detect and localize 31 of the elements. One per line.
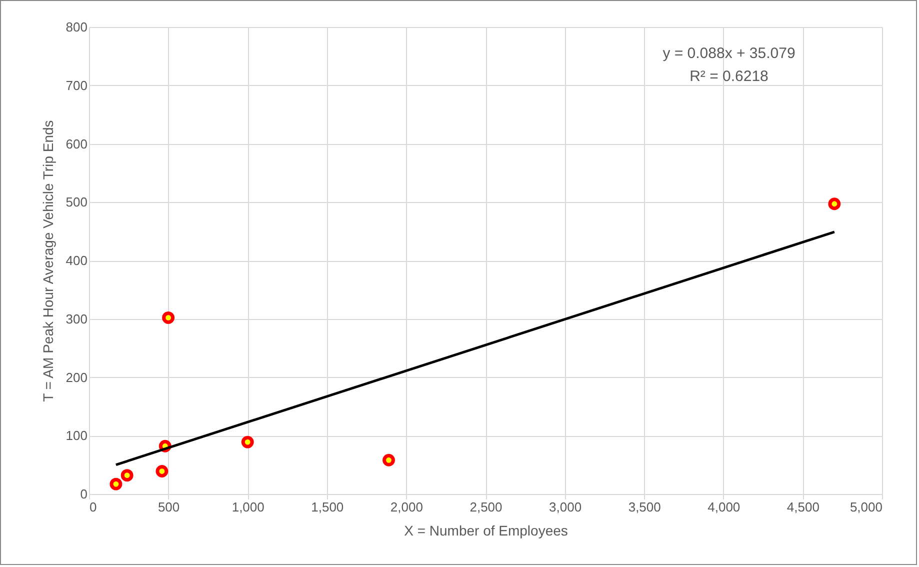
y-tick-label: 100 (66, 428, 88, 444)
point (828, 198, 841, 210)
y-tick-label: 600 (66, 136, 88, 152)
y-tick-label: 300 (66, 311, 88, 326)
point (162, 311, 175, 324)
x-tick-label: 2,500 (470, 500, 502, 514)
x-axis-title: X = Number of Employees (404, 522, 568, 538)
point (110, 478, 122, 490)
point (156, 465, 168, 478)
y-tick-label: 0 (80, 486, 88, 502)
x-tick-label: 4,000 (708, 500, 740, 514)
x-tick-label: 5,000 (850, 500, 882, 514)
point (382, 454, 395, 466)
y-tick-label: 200 (66, 370, 88, 385)
y-axis-title: T = AM Peak Hour Average Vehicle Trip Ends (40, 120, 56, 402)
x-tick-label: 500 (158, 500, 180, 514)
annotation: y = 0.088x + 35.079 (662, 45, 796, 62)
x-tick-label: 1,000 (232, 500, 264, 514)
y-tick-label: 400 (66, 253, 88, 268)
y-tick-label: 800 (66, 20, 88, 34)
x-tick-label: 2,000 (390, 500, 423, 514)
x-tick-label: 3,000 (549, 500, 582, 514)
x-tick-label: 1,500 (311, 500, 344, 514)
point (120, 469, 134, 482)
x-tick-label: 4,500 (786, 500, 820, 514)
x-tick-label: 3,500 (628, 500, 661, 514)
y-tick-label: 500 (66, 194, 88, 210)
y-tick-label: 700 (66, 78, 88, 93)
point (241, 436, 254, 448)
x-tick-label: 0 (90, 500, 97, 514)
annotation: R² = 0.6218 (690, 68, 768, 85)
